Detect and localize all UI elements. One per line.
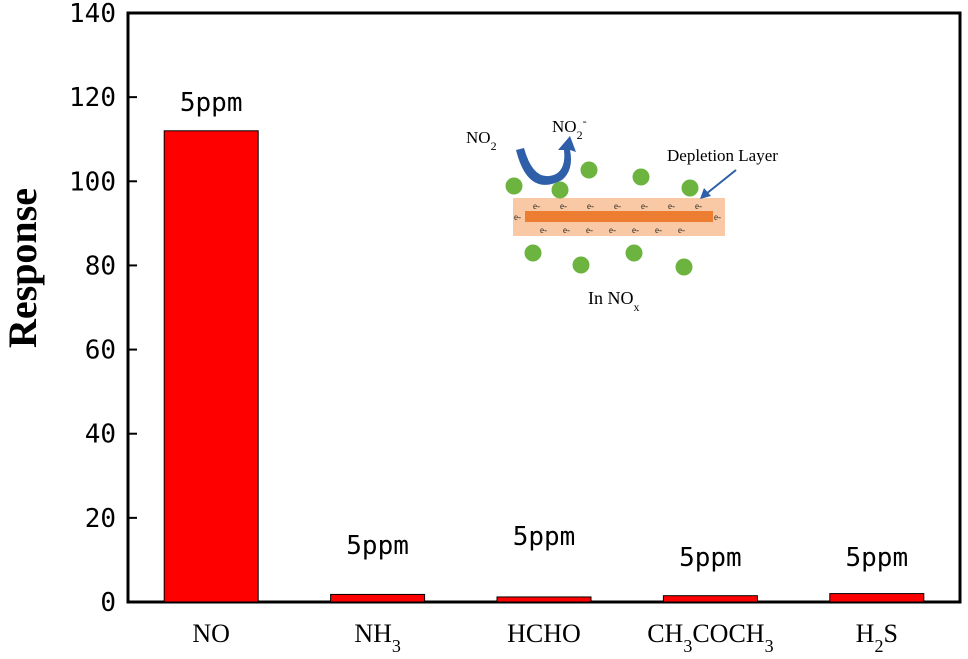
- x-axis: NO NH3 HCHO CH3COCH3 H2S: [192, 619, 898, 656]
- depletion-layer-label: Depletion Layer: [667, 146, 778, 165]
- electron-label: e-: [514, 212, 521, 222]
- gas-molecule: [632, 168, 650, 186]
- gas-molecule: [625, 244, 643, 262]
- x-tick-label: H2S: [856, 619, 898, 656]
- x-tick-label: NH3: [354, 619, 401, 656]
- no2-label: NO2: [466, 128, 497, 153]
- y-tick-label: 100: [69, 167, 116, 197]
- x-tick-label: NO: [192, 619, 230, 648]
- x-tick-label: HCHO: [507, 619, 581, 648]
- electron-label: e-: [668, 201, 675, 211]
- y-tick-label: 120: [69, 83, 116, 113]
- electron-label: e-: [641, 201, 648, 211]
- bar-hcho: [496, 596, 592, 603]
- x-tick-label: CH3COCH3: [647, 619, 773, 656]
- bar-no: [163, 130, 259, 603]
- gas-molecule: [580, 161, 598, 179]
- gas-molecule: [505, 177, 523, 195]
- data-label: 5ppm: [346, 531, 409, 561]
- electron-label: e-: [714, 212, 721, 222]
- bars: [163, 130, 925, 603]
- y-tick-label: 0: [100, 588, 116, 618]
- data-label: 5ppm: [845, 543, 908, 573]
- depletion-arrow-head-icon: [700, 188, 711, 199]
- electron-label: e-: [655, 225, 662, 235]
- data-label: 5ppm: [513, 522, 576, 552]
- bar-nh3: [330, 593, 426, 603]
- gas-molecule: [675, 258, 693, 276]
- no2-minus-label: NO2-: [552, 114, 587, 142]
- inset-caption: In NOx: [588, 288, 640, 314]
- electron-label: e-: [540, 225, 547, 235]
- reaction-arrow-icon: [516, 136, 576, 185]
- electron-label: e-: [678, 225, 685, 235]
- bar-ch3coch3: [662, 595, 758, 603]
- electrons: e-e-e-e-e-e-e-e-e-e-e-e-e-e-e-e-: [514, 201, 721, 235]
- y-tick-label: 80: [85, 251, 116, 281]
- gas-molecule: [524, 244, 542, 262]
- gas-molecule: [681, 179, 699, 197]
- gas-molecule: [551, 181, 569, 199]
- bar-h2s: [829, 593, 925, 603]
- electron-label: e-: [609, 225, 616, 235]
- depletion-arrow-line: [705, 169, 737, 195]
- electron-label: e-: [563, 225, 570, 235]
- y-tick-label: 140: [69, 0, 116, 29]
- data-labels: 5ppm 5ppm 5ppm 5ppm 5ppm: [180, 88, 908, 573]
- electron-label: e-: [560, 201, 567, 211]
- gas-molecule: [572, 256, 590, 274]
- data-label: 5ppm: [180, 88, 243, 118]
- electron-label: e-: [632, 225, 639, 235]
- y-axis-label: Response: [0, 188, 45, 348]
- y-tick-label: 20: [85, 504, 116, 534]
- mechanism-inset: e-e-e-e-e-e-e-e-e-e-e-e-e-e-e-e- NO2 NO2…: [466, 114, 778, 314]
- electron-label: e-: [533, 201, 540, 211]
- electron-label: e-: [587, 201, 594, 211]
- electron-label: e-: [695, 201, 702, 211]
- y-tick-label: 60: [85, 336, 116, 366]
- y-tick-label: 40: [85, 420, 116, 450]
- electron-label: e-: [614, 201, 621, 211]
- electron-label: e-: [586, 225, 593, 235]
- data-label: 5ppm: [679, 543, 742, 573]
- y-axis: 0 20 40 60 80 100 120 140: [69, 0, 137, 618]
- nanowire-core: [525, 211, 713, 222]
- gas-molecules: [505, 161, 699, 276]
